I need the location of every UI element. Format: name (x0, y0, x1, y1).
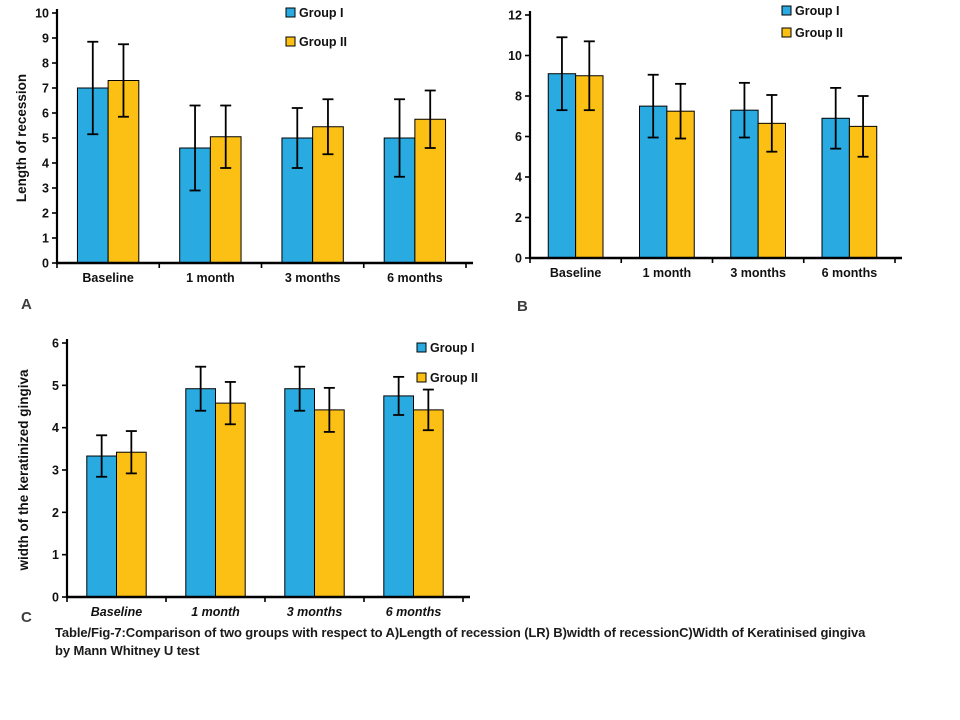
y-tick-label: 1 (42, 232, 49, 246)
x-category-label: Baseline (91, 605, 142, 619)
bar-group-i-6-months (383, 395, 414, 598)
y-tick-label: 9 (42, 32, 49, 46)
y-tick-label: 2 (515, 211, 522, 225)
caption-line-2: by Mann Whitney U test (55, 642, 200, 658)
panel-label-a: A (21, 296, 32, 313)
y-tick-label: 10 (508, 49, 522, 63)
bar-group-ii-3-months (314, 409, 345, 598)
y-tick-label: 4 (52, 421, 59, 435)
y-tick-label: 10 (35, 7, 49, 21)
y-tick-label: 6 (42, 107, 49, 121)
y-tick-label: 12 (508, 9, 522, 23)
legend-label-group-ii: Group II (430, 371, 478, 385)
y-tick-label: 2 (52, 506, 59, 520)
x-category-label: 1 month (191, 605, 240, 619)
y-tick-label: 4 (515, 171, 522, 185)
y-tick-label: 8 (42, 57, 49, 71)
caption-line-1: Table/Fig-7:Comparison of two groups wit… (55, 625, 866, 640)
bar-group-i-3-months (284, 388, 315, 598)
y-tick-label: 7 (42, 82, 49, 96)
bar-group-ii-1-month (215, 402, 246, 598)
y-tick-label: 1 (52, 548, 59, 562)
panel-label-c: C (21, 609, 32, 626)
x-category-label: 1 month (186, 271, 235, 285)
legend-swatch-group-i (285, 7, 296, 18)
x-category-label: 1 month (643, 266, 692, 280)
bar-group-i-1-month (185, 388, 217, 598)
legend-swatch-group-i (416, 342, 427, 353)
bar-group-ii-baseline (116, 451, 147, 598)
x-category-label: Baseline (550, 266, 601, 280)
panel-label-b: B (517, 298, 528, 315)
legend-label-group-i: Group I (430, 341, 474, 355)
y-tick-label: 4 (42, 157, 49, 171)
legend-swatch-group-ii (416, 372, 427, 383)
y-tick-label: 6 (515, 130, 522, 144)
legend-label-group-ii: Group II (795, 26, 843, 40)
x-category-label: 3 months (285, 271, 341, 285)
chart-c-width-of-keratinized-gingiva: 0 1 2 3 4 5 6 Baseline 1 month 3 months 6 months wi… (16, 337, 478, 620)
chart-a-length-of-recession: 0 1 2 3 4 5 6 7 8 9 10 Baseline 1 month 3 months 6 mon… (14, 6, 473, 285)
y-tick-label: 5 (52, 379, 59, 393)
y-tick-label: 2 (42, 207, 49, 221)
y-tick-label: 0 (515, 252, 522, 266)
y-tick-label: 6 (52, 337, 59, 351)
legend-label-group-ii: Group II (299, 35, 347, 49)
x-category-label: 6 months (822, 266, 878, 280)
bar-group-i-baseline (86, 455, 118, 598)
y-tick-label: 0 (52, 591, 59, 605)
chart-b-width-of-recession: 0 2 4 6 8 10 12 Baseline 1 month 3 months 6 months… (508, 4, 902, 280)
x-category-label: 6 months (386, 605, 442, 619)
figure-caption: Table/Fig-7:Comparison of two groups wit… (55, 624, 955, 660)
legend-swatch-group-ii (781, 27, 792, 38)
y-tick-label: 0 (42, 257, 49, 271)
x-category-label: 3 months (730, 266, 786, 280)
y-tick-label: 3 (52, 464, 59, 478)
y-axis-title: Length of recession (14, 74, 29, 202)
legend-swatch-group-i (781, 5, 792, 16)
x-category-label: 6 months (387, 271, 443, 285)
x-category-label: Baseline (82, 271, 133, 285)
bar-group-ii-6-months (413, 409, 444, 598)
legend-swatch-group-ii (285, 36, 296, 47)
legend-label-group-i: Group I (299, 6, 343, 20)
y-axis-title: width of the keratinized gingiva (16, 369, 31, 572)
y-tick-label: 5 (42, 132, 49, 146)
legend-label-group-i: Group I (795, 4, 839, 18)
y-tick-label: 3 (42, 182, 49, 196)
y-tick-label: 8 (515, 90, 522, 104)
x-category-label: 3 months (287, 605, 343, 619)
